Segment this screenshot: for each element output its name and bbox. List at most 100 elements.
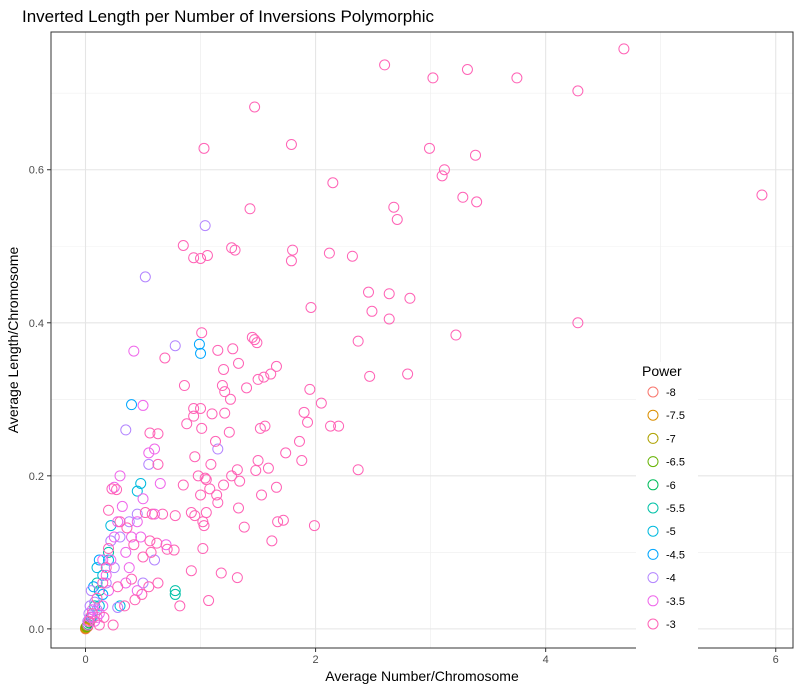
legend-key [647,618,659,630]
data-point [108,481,120,493]
data-point [143,581,155,593]
data-point [144,427,156,439]
data-point [105,535,117,547]
data-point [199,472,211,484]
data-point [111,484,123,496]
data-point [251,337,263,349]
data-point [177,479,189,491]
data-point [196,422,208,434]
data-point [129,594,141,606]
data-point [97,577,109,589]
data-point [402,368,414,380]
data-point [383,313,395,325]
data-point [364,370,376,382]
data-point [304,383,316,395]
legend-key [647,479,659,491]
data-point [120,546,132,558]
y-axis-ticks: 0.0 0.2 0.4 0.6 [29,165,51,636]
data-point [227,343,239,355]
data-point [287,244,299,256]
data-point [168,544,180,556]
data-point [107,619,119,631]
data-point [97,554,109,566]
data-point [219,386,231,398]
data-point [206,408,218,420]
data-point [293,435,305,447]
legend-label: -5.5 [666,503,685,515]
data-point [234,475,246,487]
data-point [423,142,435,154]
data-point [114,470,126,482]
data-point [231,464,243,476]
data-point [136,588,148,600]
data-point [210,435,222,447]
data-point [149,443,161,455]
data-point [201,249,213,261]
data-point [185,507,197,519]
data-point [511,72,523,84]
legend-label: -6.5 [666,457,685,469]
data-point [198,520,210,532]
data-point [333,420,345,432]
data-point [108,562,120,574]
data-point [197,543,209,555]
data-point [86,604,98,616]
data-point [195,489,207,501]
data-point [103,554,115,566]
data-point [198,142,210,154]
data-point [149,508,161,520]
data-point [114,531,126,543]
data-point [119,600,131,612]
data-point [100,562,112,574]
data-point [146,508,158,520]
data-point [199,220,211,232]
data-point [298,406,310,418]
data-point [126,573,138,585]
data-point [224,393,236,405]
data-point [366,305,378,317]
data-point [189,451,201,463]
legend-key [647,572,659,584]
data-point [152,458,164,470]
data-point [188,410,200,422]
data-point [169,510,181,522]
data-point [103,546,115,558]
data-point [177,239,189,251]
data-point [97,600,109,612]
data-point [188,402,200,414]
data-point [315,397,327,409]
chart-title: Inverted Length per Number of Inversions… [22,7,434,26]
data-point [151,537,163,549]
data-point [302,416,314,428]
x-tick-label: 6 [773,654,779,666]
legend-label: -7 [666,433,676,445]
legend-key [647,409,659,421]
data-point [131,485,143,497]
data-point [204,483,216,495]
data-point [226,242,238,254]
data-point [249,101,261,113]
y-tick-label: 0.6 [29,165,44,177]
data-point [233,502,245,514]
data-point [756,189,768,201]
legend-label: -4.5 [666,549,685,561]
data-point [144,535,156,547]
data-point [265,368,277,380]
data-point [223,426,235,438]
data-point [469,149,481,161]
data-point [112,581,124,593]
y-tick-label: 0.4 [29,318,44,330]
data-point [250,464,262,476]
data-point [272,516,284,528]
data-point [189,510,201,522]
data-point [145,546,157,558]
data-point [128,539,140,551]
data-point [85,585,97,597]
data-point [461,63,473,75]
y-axis-title: Average Length/Chromosome [5,247,21,434]
data-point [238,521,250,533]
data-point [457,191,469,203]
legend: -8 -7.5 -7 -6.5 -6 -5.5 -5 -4.5 -4 -3.5 -3 Power [636,362,698,658]
data-point [131,508,143,520]
plot-border [50,31,794,649]
